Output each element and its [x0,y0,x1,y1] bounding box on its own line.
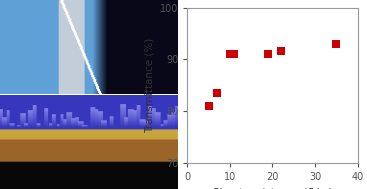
Point [265,53,271,56]
Point [231,53,237,56]
Point [227,53,233,56]
Y-axis label: Transmittance (%): Transmittance (%) [144,37,154,133]
Point [206,104,211,107]
X-axis label: Sheet resistance (Ω/□): Sheet resistance (Ω/□) [213,187,332,189]
Point [214,91,220,94]
Point [334,42,339,45]
Point [278,50,284,53]
